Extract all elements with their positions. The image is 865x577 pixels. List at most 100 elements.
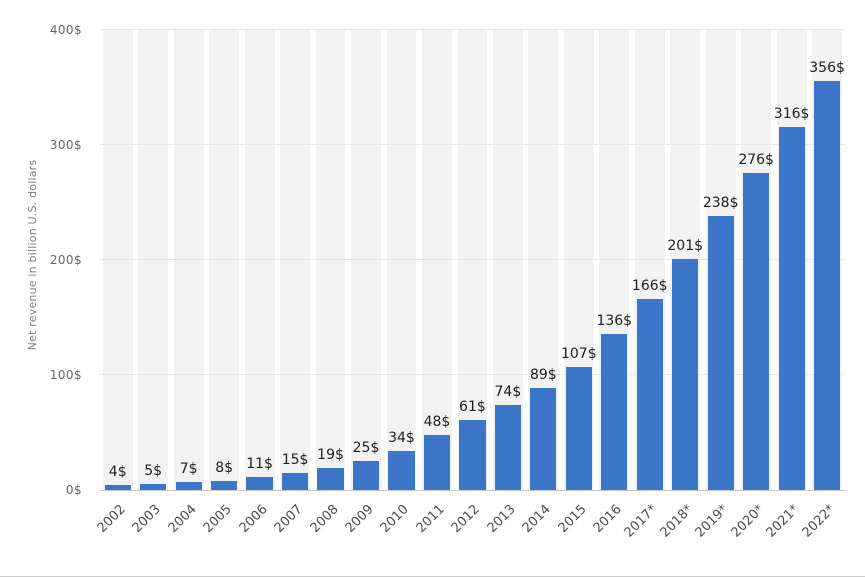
- bar-2009[interactable]: 25$: [353, 440, 379, 490]
- bar-column-2018: 201$: [667, 30, 703, 490]
- column-band-fill: [280, 30, 310, 490]
- gridline: [100, 259, 845, 260]
- column-band-fill: [457, 30, 488, 490]
- column-band-fill: [422, 30, 452, 490]
- bar-value-label: 74$: [494, 383, 522, 400]
- bar-value-label: 4$: [108, 464, 127, 481]
- x-tick-label: 2007: [271, 502, 306, 537]
- gridlines-layer: [100, 29, 845, 490]
- x-tick-label: 2002: [94, 502, 129, 537]
- bar-column-2005: 8$: [206, 30, 241, 490]
- bar-2006[interactable]: 11$: [246, 456, 273, 490]
- bar-value-label: 19$: [317, 447, 344, 464]
- bar-value-label: 107$: [560, 345, 597, 362]
- bar-value-label: 34$: [388, 429, 415, 446]
- column-band: [384, 30, 419, 490]
- x-axis-line: [100, 490, 845, 491]
- bar-2008[interactable]: 19$: [317, 447, 344, 490]
- x-tick-label: 2016: [591, 502, 626, 537]
- column-band: [242, 30, 277, 490]
- x-tick-label: 2009: [342, 502, 377, 537]
- column-band-fill: [386, 30, 417, 490]
- bar-value-label: 89$: [529, 366, 557, 383]
- bar-column-2009: 25$: [348, 30, 383, 490]
- bar-2016[interactable]: 136$: [596, 313, 632, 490]
- x-tick-label: 2020*: [728, 502, 767, 541]
- x-tick-label: 2005: [200, 502, 235, 537]
- y-tick-label: 100$: [49, 368, 82, 382]
- x-tick-label: 2014: [520, 502, 555, 537]
- bar-2013[interactable]: 74$: [495, 384, 521, 490]
- bar-column-2007: 15$: [277, 30, 312, 490]
- bar-2021[interactable]: 316$: [774, 106, 809, 490]
- column-band: [100, 30, 135, 490]
- bar-column-2017: 166$: [632, 30, 668, 490]
- bar-column-2006: 11$: [242, 30, 277, 490]
- bar-column-2004: 7$: [171, 30, 206, 490]
- bar-2015[interactable]: 107$: [561, 346, 597, 490]
- column-band-fill: [102, 30, 133, 490]
- x-tick-label: 2017*: [621, 502, 661, 541]
- bar-value-label: 238$: [702, 195, 739, 212]
- bar-2003[interactable]: 5$: [140, 463, 167, 490]
- x-axis: 2002 2003 2004 2005 2006 2007 2008 2009 2010 2011…: [94, 492, 845, 577]
- column-band-fill: [138, 30, 169, 490]
- x-tick-label: 2022*: [799, 502, 838, 541]
- plot-area: 4$ 5$ 7$ 8$ 11$ 15$ 19$ 25$ 34$ 48$ 61$ 74$ 89$ 107$ 1…: [100, 29, 845, 491]
- column-band: [206, 30, 241, 490]
- bar-value-label: 201$: [667, 237, 704, 254]
- column-band-fill: [315, 30, 346, 490]
- x-tick-label: 2021*: [763, 502, 803, 541]
- bar-column-2013: 74$: [490, 30, 525, 490]
- x-tick-label: 2008: [307, 502, 342, 537]
- bar-value-label: 11$: [246, 456, 273, 473]
- bar-value-label: 25$: [352, 440, 380, 457]
- y-tick-label: 0$: [65, 483, 82, 497]
- bar-2019[interactable]: 238$: [703, 195, 739, 490]
- y-tick-label: 400$: [49, 23, 82, 37]
- bar-2014[interactable]: 89$: [530, 367, 557, 490]
- bar-value-label: 7$: [179, 460, 198, 477]
- bar-value-label: 276$: [738, 151, 774, 168]
- bar-column-2014: 89$: [526, 30, 561, 490]
- bar-column-2010: 34$: [384, 30, 419, 490]
- bar-2020[interactable]: 276$: [738, 152, 774, 490]
- bar-column-2012: 61$: [455, 30, 490, 490]
- bar-2010[interactable]: 34$: [388, 430, 415, 490]
- y-axis: 0$ 100$ 200$ 300$ 400$: [0, 23, 92, 497]
- bar-column-2022: 356$: [809, 30, 845, 490]
- bar-column-2019: 238$: [703, 30, 739, 490]
- x-tick-label: 2003: [129, 502, 164, 537]
- bar-value-label: 48$: [423, 413, 451, 430]
- bar-2004[interactable]: 7$: [175, 461, 202, 490]
- bar-column-2008: 19$: [313, 30, 348, 490]
- column-band-fill: [173, 30, 204, 490]
- bar-column-2015: 107$: [561, 30, 597, 490]
- x-tick-label: 2019*: [692, 502, 732, 541]
- column-band: [135, 30, 170, 490]
- bar-column-2003: 5$: [135, 30, 170, 490]
- bar-column-2002: 4$: [100, 30, 135, 490]
- bar-column-2016: 136$: [596, 30, 632, 490]
- bar-2007[interactable]: 15$: [282, 452, 308, 490]
- bar-2012[interactable]: 61$: [459, 399, 486, 490]
- x-tick-label: 2010: [378, 502, 413, 537]
- column-band: [455, 30, 490, 490]
- y-tick-label: 200$: [49, 253, 82, 267]
- bar-column-2021: 316$: [774, 30, 809, 490]
- x-tick-label: 2011: [413, 502, 448, 537]
- bar-2005[interactable]: 8$: [211, 460, 238, 490]
- bar-2017[interactable]: 166$: [632, 278, 668, 490]
- bar-value-label: 5$: [144, 463, 163, 480]
- bar-2002[interactable]: 4$: [104, 464, 131, 490]
- column-band: [171, 30, 206, 490]
- bar-2022[interactable]: 356$: [809, 60, 845, 490]
- bar-2011[interactable]: 48$: [424, 414, 450, 490]
- bars-layer: 4$ 5$ 7$ 8$ 11$ 15$ 19$ 25$ 34$ 48$ 61$ 74$ 89$ 107$ 1…: [100, 30, 845, 490]
- bar-2018[interactable]: 201$: [667, 238, 703, 490]
- bar-value-label: 8$: [215, 459, 234, 476]
- column-band: [313, 30, 348, 490]
- x-tick-label: 2015: [555, 502, 590, 537]
- x-tick-label: 2013: [484, 502, 519, 537]
